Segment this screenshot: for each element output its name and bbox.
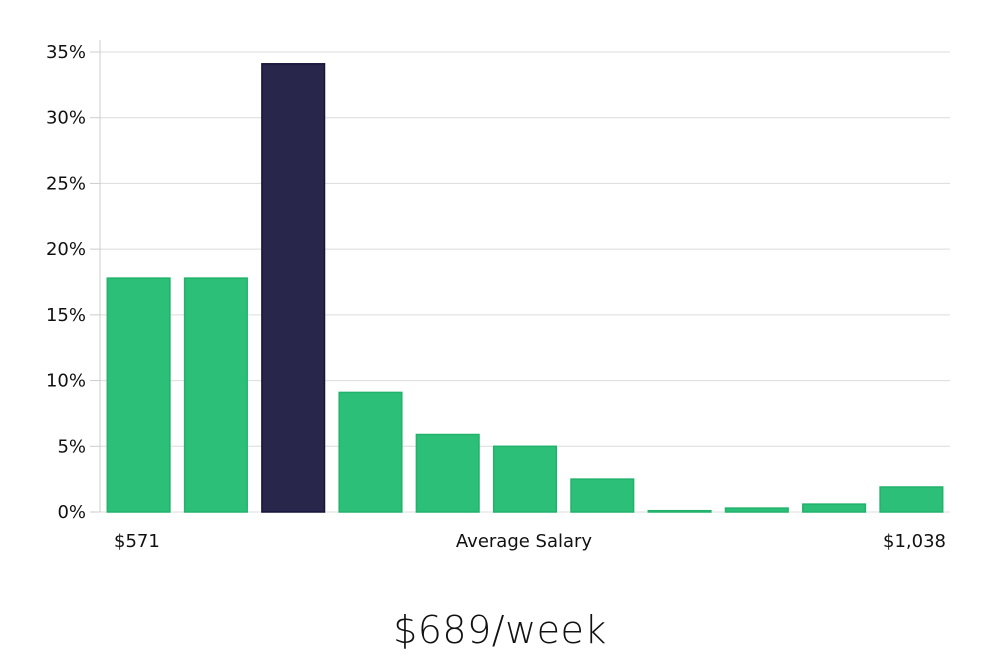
- y-tick-label: 20%: [46, 239, 86, 260]
- bar: [802, 503, 867, 513]
- bars: [106, 63, 944, 513]
- y-tick-label: 10%: [46, 371, 86, 392]
- bar: [570, 478, 635, 513]
- bar: [106, 277, 171, 513]
- y-axis-ticks: 0% 5% 10% 15% 20% 25% 30% 35%: [46, 42, 100, 523]
- y-tick-label: 30%: [46, 108, 86, 129]
- x-max-label: $1,038: [883, 531, 946, 552]
- y-tick-label: 15%: [46, 305, 86, 326]
- x-min-label: $571: [114, 531, 160, 552]
- x-axis-title: Average Salary: [456, 531, 593, 552]
- y-tick-label: 25%: [46, 173, 86, 194]
- y-tick-label: 5%: [57, 436, 86, 457]
- bar: [724, 507, 789, 513]
- bar: [879, 486, 944, 513]
- salary-summary: $689/week: [393, 608, 607, 652]
- y-tick-label: 0%: [57, 502, 86, 523]
- bar: [647, 509, 712, 513]
- bar-highlighted: [261, 63, 326, 513]
- bar: [338, 391, 403, 513]
- bar: [183, 277, 248, 513]
- bar: [492, 445, 558, 513]
- bar: [415, 433, 480, 513]
- y-tick-label: 35%: [46, 42, 86, 63]
